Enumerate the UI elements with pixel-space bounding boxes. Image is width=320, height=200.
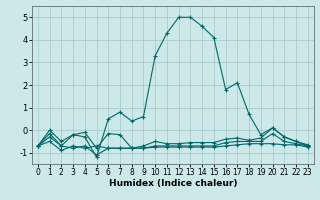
X-axis label: Humidex (Indice chaleur): Humidex (Indice chaleur) <box>108 179 237 188</box>
